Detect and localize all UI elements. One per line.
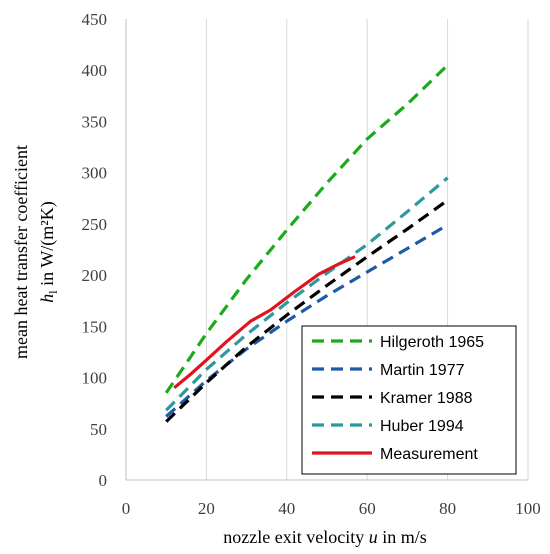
y-axis-title-var: h [37,294,57,303]
y-tick-label: 150 [82,317,108,336]
x-tick-label: 40 [278,499,295,518]
x-tick-label: 100 [515,499,541,518]
series-layer [164,63,449,423]
x-tick-label: 60 [359,499,376,518]
legend-box [301,325,517,475]
y-tick-label: 300 [82,164,108,183]
legend-label-0: Hilgeroth 1965 [380,334,484,351]
x-tick-labels: 0 20 40 60 80 100 [122,499,541,518]
x-axis-title-suffix: in m/s [378,527,427,547]
y-tick-labels: 0 50 100 150 200 250 300 350 400 450 [82,10,108,490]
y-axis-title-line2: hl in W/(m²K) [37,201,60,302]
legend-label-1: Martin 1977 [380,362,465,379]
y-tick-label: 350 [82,112,108,131]
series-line-4 [173,255,356,390]
x-tick-label: 80 [439,499,456,518]
y-axis-title-line1: mean heat transfer coefficient [11,145,31,359]
y-tick-label: 200 [82,266,108,285]
x-axis-title-prefix: nozzle exit velocity [223,527,368,547]
x-tick-label: 20 [198,499,215,518]
legend: Hilgeroth 1965 Martin 1977 Kramer 1988 Hube… [301,325,517,475]
y-axis-title-sub: l [46,290,60,294]
x-tick-label: 0 [122,499,131,518]
y-tick-label: 50 [90,420,107,439]
series-line-2 [165,198,449,423]
series-line-3 [165,176,449,412]
x-axis-title: nozzle exit velocity u in m/s [223,527,426,547]
axes [125,19,528,481]
y-tick-label: 450 [82,10,108,29]
series-line-0 [164,63,449,394]
x-axis-title-var: u [369,527,378,547]
legend-label-4: Measurement [380,446,478,463]
y-tick-label: 0 [99,471,108,490]
y-tick-label: 400 [82,61,108,80]
legend-label-3: Huber 1994 [380,418,464,435]
y-tick-label: 250 [82,215,108,234]
legend-label-2: Kramer 1988 [380,390,473,407]
y-tick-label: 100 [82,369,108,388]
y-axis-title-suffix: in W/(m²K) [37,201,58,290]
